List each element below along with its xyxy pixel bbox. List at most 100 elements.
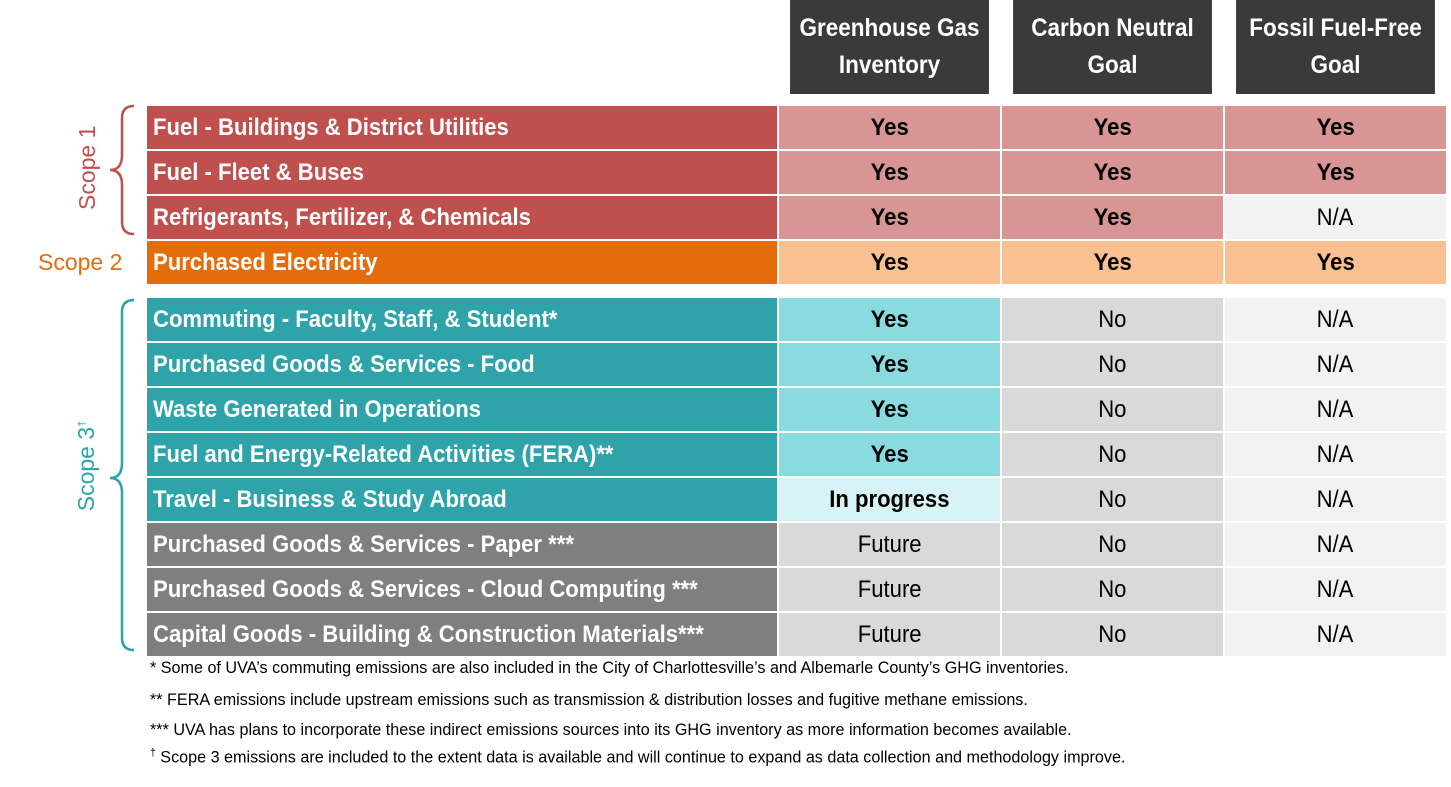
cell-value: Yes bbox=[1316, 114, 1355, 141]
row-label-text: Purchased Goods & Services - Paper *** bbox=[153, 531, 574, 558]
row-cell-ghg-inventory: Future bbox=[779, 568, 1000, 611]
table-row: Fuel - Buildings & District Utilities Yes… bbox=[147, 106, 1446, 149]
row-cell-fossil-fuel-free: N/A bbox=[1225, 196, 1446, 239]
row-cell-carbon-neutral: Yes bbox=[1002, 196, 1223, 239]
cell-value: No bbox=[1098, 351, 1127, 378]
row-cell-fossil-fuel-free: Yes bbox=[1225, 106, 1446, 149]
row-label: Purchased Electricity bbox=[147, 241, 777, 284]
cell-value: N/A bbox=[1317, 531, 1354, 558]
row-cell-carbon-neutral: Yes bbox=[1002, 151, 1223, 194]
row-label: Fuel - Buildings & District Utilities bbox=[147, 106, 777, 149]
row-cell-fossil-fuel-free: Yes bbox=[1225, 241, 1446, 284]
table-row: Travel - Business & Study Abroad In progr… bbox=[147, 478, 1446, 521]
row-cell-ghg-inventory: Yes bbox=[779, 298, 1000, 341]
cell-value: Yes bbox=[1093, 204, 1132, 231]
scope1-brace bbox=[109, 104, 135, 236]
cell-value: N/A bbox=[1317, 621, 1354, 648]
row-cell-ghg-inventory: Yes bbox=[779, 433, 1000, 476]
scope3-label: Scope 3† bbox=[73, 411, 101, 521]
row-cell-ghg-inventory: Yes bbox=[779, 106, 1000, 149]
cell-value: N/A bbox=[1317, 441, 1354, 468]
column-header-carbon-neutral: Carbon Neutral Goal bbox=[1013, 0, 1212, 94]
row-label-text: Purchased Goods & Services - Cloud Compu… bbox=[153, 576, 698, 603]
table-row: Fuel - Fleet & Buses Yes Yes Yes bbox=[147, 151, 1446, 194]
table-row: Refrigerants, Fertilizer, & Chemicals Yes… bbox=[147, 196, 1446, 239]
row-cell-carbon-neutral: No bbox=[1002, 298, 1223, 341]
row-cell-fossil-fuel-free: N/A bbox=[1225, 523, 1446, 566]
row-cell-carbon-neutral: No bbox=[1002, 388, 1223, 431]
cell-value: Yes bbox=[870, 441, 909, 468]
cell-value: Yes bbox=[870, 159, 909, 186]
row-cell-fossil-fuel-free: N/A bbox=[1225, 343, 1446, 386]
footnote-4-dagger: † bbox=[150, 747, 156, 759]
table-row: Capital Goods - Building & Construction … bbox=[147, 613, 1446, 656]
header-line-1: Fossil Fuel-Free bbox=[1249, 14, 1422, 42]
table-row: Purchased Goods & Services - Food Yes No N/… bbox=[147, 343, 1446, 386]
cell-value: No bbox=[1098, 621, 1127, 648]
row-cell-fossil-fuel-free: Yes bbox=[1225, 151, 1446, 194]
cell-value: Future bbox=[857, 621, 922, 648]
row-cell-carbon-neutral: No bbox=[1002, 343, 1223, 386]
row-label-text: Travel - Business & Study Abroad bbox=[153, 486, 507, 513]
row-cell-fossil-fuel-free: N/A bbox=[1225, 298, 1446, 341]
cell-value: Yes bbox=[870, 306, 909, 333]
cell-value: N/A bbox=[1317, 204, 1354, 231]
row-cell-ghg-inventory: Yes bbox=[779, 343, 1000, 386]
cell-value: N/A bbox=[1317, 486, 1354, 513]
cell-value: Yes bbox=[870, 249, 909, 276]
scope3-brace bbox=[109, 298, 135, 652]
row-cell-ghg-inventory: Yes bbox=[779, 241, 1000, 284]
footnote-3: *** UVA has plans to incorporate these i… bbox=[150, 720, 1120, 740]
cell-value: Yes bbox=[1093, 159, 1132, 186]
cell-value: Yes bbox=[1316, 249, 1355, 276]
footnote-4: † Scope 3 emissions are included to the … bbox=[150, 747, 1177, 768]
cell-value: Yes bbox=[1093, 249, 1132, 276]
scope1-text: Scope 1 bbox=[74, 125, 100, 210]
footnote-2: ** FERA emissions include upstream emiss… bbox=[150, 690, 1074, 710]
footnote-1-text: * Some of UVA’s commuting emissions are … bbox=[150, 658, 1069, 677]
table-row: Commuting - Faculty, Staff, & Student* Ye… bbox=[147, 298, 1446, 341]
table-row: Purchased Goods & Services - Cloud Compu… bbox=[147, 568, 1446, 611]
row-cell-fossil-fuel-free: N/A bbox=[1225, 568, 1446, 611]
row-label-text: Fuel - Fleet & Buses bbox=[153, 159, 365, 186]
cell-value: Yes bbox=[870, 396, 909, 423]
row-cell-carbon-neutral: No bbox=[1002, 613, 1223, 656]
table-row: Purchased Goods & Services - Paper *** Fu… bbox=[147, 523, 1446, 566]
cell-value: Yes bbox=[870, 351, 909, 378]
cell-value: N/A bbox=[1317, 306, 1354, 333]
cell-value: No bbox=[1098, 396, 1127, 423]
cell-value: No bbox=[1098, 486, 1127, 513]
row-label: Capital Goods - Building & Construction … bbox=[147, 613, 777, 656]
scope3-dagger: † bbox=[76, 420, 89, 427]
row-label: Purchased Goods & Services - Cloud Compu… bbox=[147, 568, 777, 611]
row-label: Purchased Goods & Services - Paper *** bbox=[147, 523, 777, 566]
column-header-fossil-fuel-free: Fossil Fuel-Free Goal bbox=[1236, 0, 1435, 94]
footnote-2-text: ** FERA emissions include upstream emiss… bbox=[150, 690, 1028, 709]
cell-value: In progress bbox=[829, 486, 950, 513]
row-cell-ghg-inventory: Future bbox=[779, 613, 1000, 656]
row-label-text: Fuel and Energy-Related Activities (FERA… bbox=[153, 441, 614, 468]
footnote-4-text: Scope 3 emissions are included to the ex… bbox=[155, 747, 1126, 767]
header-line-2: Inventory bbox=[838, 51, 941, 79]
header-line-2: Goal bbox=[1087, 51, 1138, 79]
scope3-text: Scope 3 bbox=[73, 426, 99, 512]
cell-value: Yes bbox=[1093, 114, 1132, 141]
header-line-2: Goal bbox=[1310, 51, 1361, 79]
table-row: Fuel and Energy-Related Activities (FERA… bbox=[147, 433, 1446, 476]
row-cell-ghg-inventory: In progress bbox=[779, 478, 1000, 521]
row-cell-carbon-neutral: No bbox=[1002, 478, 1223, 521]
cell-value: N/A bbox=[1317, 351, 1354, 378]
row-cell-fossil-fuel-free: N/A bbox=[1225, 478, 1446, 521]
row-cell-carbon-neutral: No bbox=[1002, 523, 1223, 566]
row-label-text: Commuting - Faculty, Staff, & Student* bbox=[153, 306, 558, 333]
row-label-text: Refrigerants, Fertilizer, & Chemicals bbox=[153, 204, 531, 231]
header-line-1: Carbon Neutral bbox=[1031, 14, 1194, 42]
row-label-text: Purchased Goods & Services - Food bbox=[153, 351, 535, 378]
cell-value: N/A bbox=[1317, 576, 1354, 603]
row-cell-fossil-fuel-free: N/A bbox=[1225, 613, 1446, 656]
cell-value: No bbox=[1098, 576, 1127, 603]
row-cell-fossil-fuel-free: N/A bbox=[1225, 433, 1446, 476]
row-label: Refrigerants, Fertilizer, & Chemicals bbox=[147, 196, 777, 239]
cell-value: Future bbox=[857, 576, 922, 603]
cell-value: Future bbox=[857, 531, 922, 558]
